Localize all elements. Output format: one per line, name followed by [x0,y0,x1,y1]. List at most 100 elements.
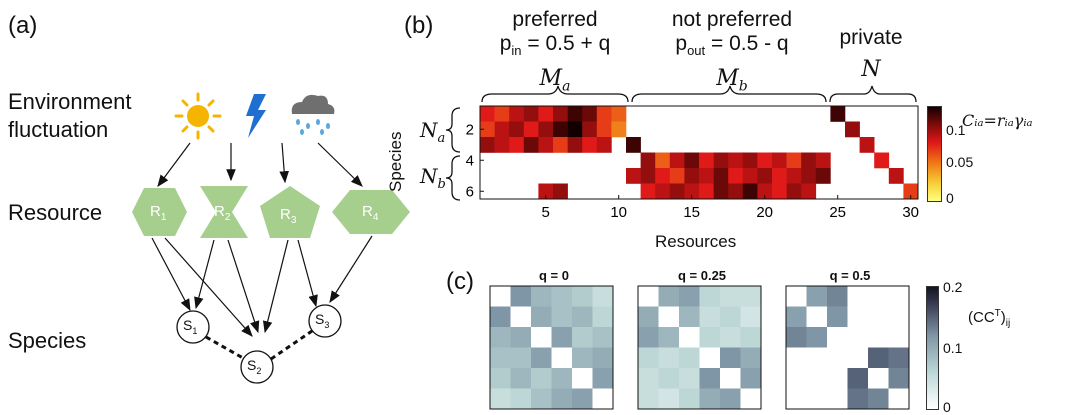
resource-r3-shape [260,186,320,238]
colorbar-b-tick-1: 0.05 [946,154,974,170]
matrix-cell [531,306,552,328]
matrix-cell [592,327,614,348]
nb-label: Nb [420,164,446,192]
matrix-frame [637,285,762,410]
matrix-cell [806,306,828,328]
matrix-cell [551,368,573,389]
heatmap-cell [494,121,510,138]
matrix-cell [786,286,807,307]
matrix-cell [868,347,889,369]
heatmap-cell [480,106,495,122]
matrix-cell [806,286,828,307]
matrix-cell [592,388,614,410]
matrix-cell [786,347,807,369]
heatmap-cell [699,152,714,169]
heatmap-cell [742,183,758,200]
species-s3-label: S3 [315,311,330,330]
matrix-cell [720,286,741,307]
not-preferred-title: not preferred [671,8,793,31]
private-title: private [839,26,903,49]
matrix-cell [888,368,910,389]
matrix-cell [658,306,680,328]
heatmap-cell [713,183,729,200]
heatmap-cell [684,152,700,169]
matrix-cell [572,347,593,369]
rain-cloud-icon [291,94,335,135]
heatmap-cell [567,121,583,138]
heatmap-cell [582,121,598,138]
matrix-cell [806,388,828,410]
heatmap-cell [669,168,685,184]
y-tick-label: 2 [466,121,474,138]
matrix-cell [847,388,869,410]
heatmap-cell [567,106,583,122]
matrix-cell [699,327,721,348]
heatmap-cell [523,121,539,138]
matrix-cell [510,306,532,328]
heatmap-cell [553,137,568,153]
matrix-cell [638,286,659,307]
matrix-cell [572,327,593,348]
heatmap-cell [728,152,744,169]
matrix-cell [638,368,659,389]
heatmap-cell [699,168,714,184]
y-tick-label: 6 [466,183,474,200]
panel-c-label: (c) [446,268,474,295]
matrix-cell [699,286,721,307]
colorbar-b [927,106,942,202]
matrix-cell [786,388,807,410]
matrix-cell [699,347,721,369]
matrix-cell [531,347,552,369]
matrix-cell [679,388,700,410]
matrix-cell [572,306,593,328]
colorbar-b-label: Cᵢₐ=rᵢₐγᵢₐ [962,111,1033,130]
matrix-cell [592,286,614,307]
heatmap-cell [655,152,671,169]
matrix-frame [489,285,614,410]
colorbar-c-label: (CCT)ij [968,308,1011,329]
x-tick-label: 30 [902,204,919,221]
matrix-cell [740,347,762,369]
resource-r1-shape [132,188,187,236]
heatmap-cell [859,137,875,153]
heatmap-cell [757,183,773,200]
matrix-cell [888,286,910,307]
heatmap-cell [757,168,773,184]
heatmap-cell [772,183,787,200]
heatmap-cell [582,106,598,122]
matrix-cell [827,347,848,369]
species-label: Species [8,328,87,353]
matrix-cell [827,368,848,389]
brace-mb-label: Mb [716,66,748,95]
matrix-cell [531,327,552,348]
matrix-cell [847,306,869,328]
heatmap-cell [596,106,612,122]
sun-icon [174,92,222,140]
matrix-cell [572,368,593,389]
matrix-cell [888,306,910,328]
resources-axis-label: Resources [655,232,737,251]
heatmap-cell [801,168,817,184]
matrix-cell [720,388,741,410]
heatmap-cell [611,121,627,138]
x-tick-label: 20 [756,204,773,221]
matrix-cell [490,388,511,410]
heatmap-cell [713,152,729,169]
matrix-cell [658,388,680,410]
heatmap-cell [669,183,685,200]
heatmap-cell [786,183,802,200]
resource-r2-shape [200,186,248,238]
matrix-cell [740,327,762,348]
matrix-cell [679,368,700,389]
matrix-cell [679,286,700,307]
heatmap-cell [801,152,817,169]
matrix-cell [827,388,848,410]
p-in-formula: pin = 0.5 + q [499,32,611,59]
matrix-cell [720,368,741,389]
matrix-cell [868,306,889,328]
resource-r2-label: R2 [214,203,231,223]
matrix-cell [720,347,741,369]
x-tick-label: 10 [610,204,627,221]
